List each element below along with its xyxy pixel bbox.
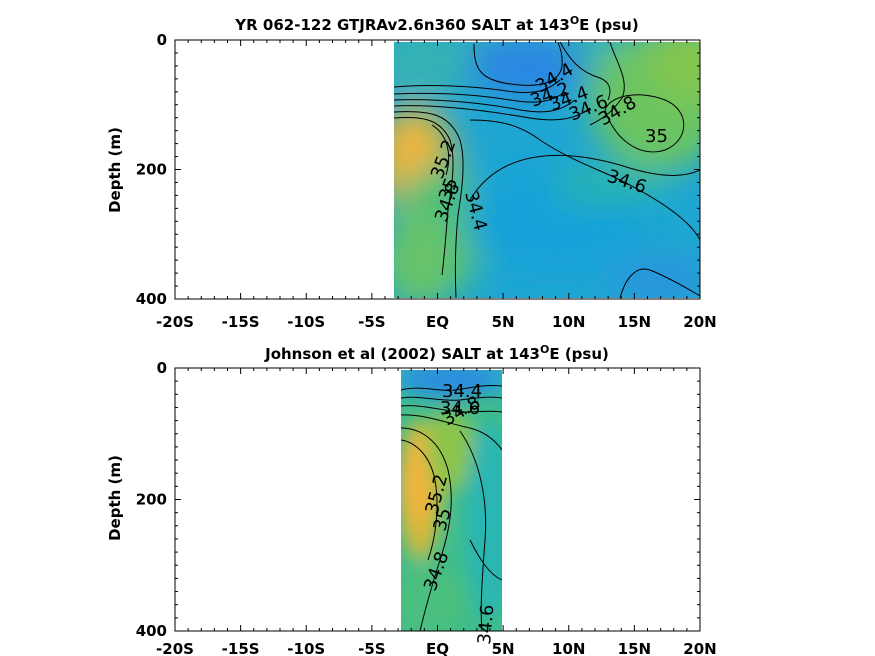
panel-bottom: Johnson et al (2002) SALT at 143OE (psu) bbox=[106, 343, 717, 656]
x-tick-label: 5N bbox=[492, 640, 515, 656]
contour-line bbox=[469, 119, 700, 241]
contour-label: 34.6 bbox=[440, 398, 480, 419]
x-tick-label: -20S bbox=[156, 640, 194, 656]
contour-line bbox=[469, 539, 502, 581]
panel-top-x-ticks: -20S -15S -10S -5S EQ 5N 10N 15N 20N bbox=[156, 40, 717, 331]
x-tick-label: 10N bbox=[552, 640, 585, 656]
panel-bottom-field bbox=[401, 370, 502, 631]
contour-line bbox=[473, 42, 563, 86]
contour-label: 34.4 bbox=[442, 381, 482, 402]
panel-top-contour-labels: 34.4 34.2 34.4 34.6 34.8 35 35.2 35 34.8… bbox=[427, 59, 668, 233]
contour-line bbox=[459, 430, 487, 631]
y-tick-label: 0 bbox=[157, 31, 167, 49]
contour-line bbox=[559, 42, 611, 101]
panel-bottom-title: Johnson et al (2002) SALT at 143OE (psu) bbox=[264, 343, 609, 363]
contour-line bbox=[394, 79, 561, 94]
x-tick-label: -5S bbox=[358, 640, 385, 656]
contour-label: 34.6 bbox=[474, 604, 498, 646]
contour-line bbox=[401, 405, 502, 413]
panel-bottom-contour-labels: 34.4 34.6 34.8 35.2 35 34.8 34.6 bbox=[420, 381, 499, 645]
contour-line bbox=[401, 385, 502, 391]
x-tick-label: -10S bbox=[287, 640, 325, 656]
contour-label: 35 bbox=[645, 126, 668, 147]
x-tick-label: EQ bbox=[426, 313, 449, 331]
x-tick-label: 10N bbox=[552, 313, 585, 331]
panel-top-ylabel: Depth (m) bbox=[106, 127, 124, 213]
y-tick-label: 200 bbox=[136, 161, 167, 179]
panel-top-contours bbox=[394, 42, 700, 298]
contour-line bbox=[394, 91, 566, 103]
panel-top-y-ticks: 0 200 400 bbox=[136, 31, 700, 308]
contour-line bbox=[469, 154, 700, 201]
y-tick-label: 400 bbox=[136, 622, 167, 640]
contour-line bbox=[394, 116, 454, 276]
x-tick-label: 20N bbox=[683, 313, 716, 331]
contour-line bbox=[394, 105, 591, 121]
panel-top-title: YR 062-122 GTJRAv2.6n360 SALT at 143OE (… bbox=[234, 14, 638, 34]
x-tick-label: 15N bbox=[618, 313, 651, 331]
panel-bottom-y-ticks: 0 200 400 bbox=[136, 359, 700, 640]
contour-line bbox=[401, 439, 438, 561]
contour-line bbox=[589, 42, 625, 126]
panel-bottom-ylabel: Depth (m) bbox=[106, 455, 124, 541]
contour-line bbox=[394, 111, 464, 298]
contour-line bbox=[619, 268, 700, 298]
x-tick-label: -20S bbox=[156, 313, 194, 331]
y-tick-label: 200 bbox=[136, 491, 167, 509]
x-tick-label: 20N bbox=[683, 640, 716, 656]
panel-top-field bbox=[394, 42, 700, 298]
x-tick-label: -15S bbox=[222, 313, 260, 331]
y-tick-label: 400 bbox=[136, 290, 167, 308]
contour-line bbox=[401, 396, 502, 401]
contour-line bbox=[394, 99, 576, 113]
y-tick-label: 0 bbox=[157, 359, 167, 377]
contour-line bbox=[604, 94, 685, 153]
x-tick-label: 15N bbox=[618, 640, 651, 656]
contour-line bbox=[431, 124, 450, 176]
panel-bottom-contours bbox=[401, 385, 502, 631]
x-tick-label: -15S bbox=[222, 640, 260, 656]
panel-top: YR 062-122 GTJRAv2.6n360 SALT at 143OE (… bbox=[106, 14, 717, 331]
x-tick-label: -5S bbox=[358, 313, 385, 331]
contour-line bbox=[401, 414, 502, 451]
panel-bottom-x-ticks: -20S -15S -10S -5S EQ 5N 10N 15N 20N bbox=[156, 368, 717, 656]
contour-line bbox=[401, 427, 452, 631]
x-tick-label: EQ bbox=[426, 640, 449, 656]
x-tick-label: 5N bbox=[492, 313, 515, 331]
x-tick-label: -10S bbox=[287, 313, 325, 331]
